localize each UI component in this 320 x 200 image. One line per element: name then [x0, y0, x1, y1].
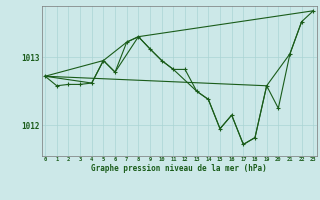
X-axis label: Graphe pression niveau de la mer (hPa): Graphe pression niveau de la mer (hPa)	[91, 164, 267, 173]
